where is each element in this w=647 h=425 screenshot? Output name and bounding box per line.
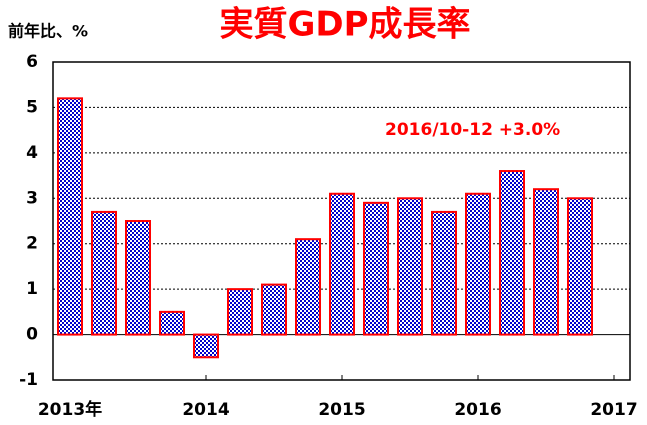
bar [91,210,117,336]
bar [465,192,491,336]
bar [329,192,355,336]
x-tick-label: 2016 [454,400,501,420]
y-tick-label: 6 [26,52,38,72]
bar [499,170,525,336]
bar [125,220,151,336]
y-axis-label: 前年比、% [8,22,88,41]
y-tick-label: -1 [19,370,38,390]
x-tick-label: 2013年 [38,399,102,420]
y-tick-label: 1 [26,279,38,299]
chart-title: 実質GDP成長率 [219,5,470,45]
x-tick-label: 2015 [318,400,365,420]
bar [533,188,559,336]
bar [227,288,253,336]
x-tick-label: 2017 [590,400,637,420]
bar [261,283,287,336]
y-tick-label: 3 [26,188,38,208]
y-tick-label: 0 [26,325,38,345]
y-tick-label: 5 [26,97,38,117]
bar [363,201,389,336]
annotation: 2016/10-12 +3.0% [385,120,560,140]
x-tick-label: 2014 [182,400,229,420]
bar [57,97,83,336]
bar [397,197,423,336]
y-tick-label: 4 [26,143,38,163]
bar [295,238,321,336]
bar [567,197,593,336]
bar [159,310,185,336]
y-tick-label: 2 [26,234,38,254]
bar [193,333,219,359]
bar [431,210,457,336]
